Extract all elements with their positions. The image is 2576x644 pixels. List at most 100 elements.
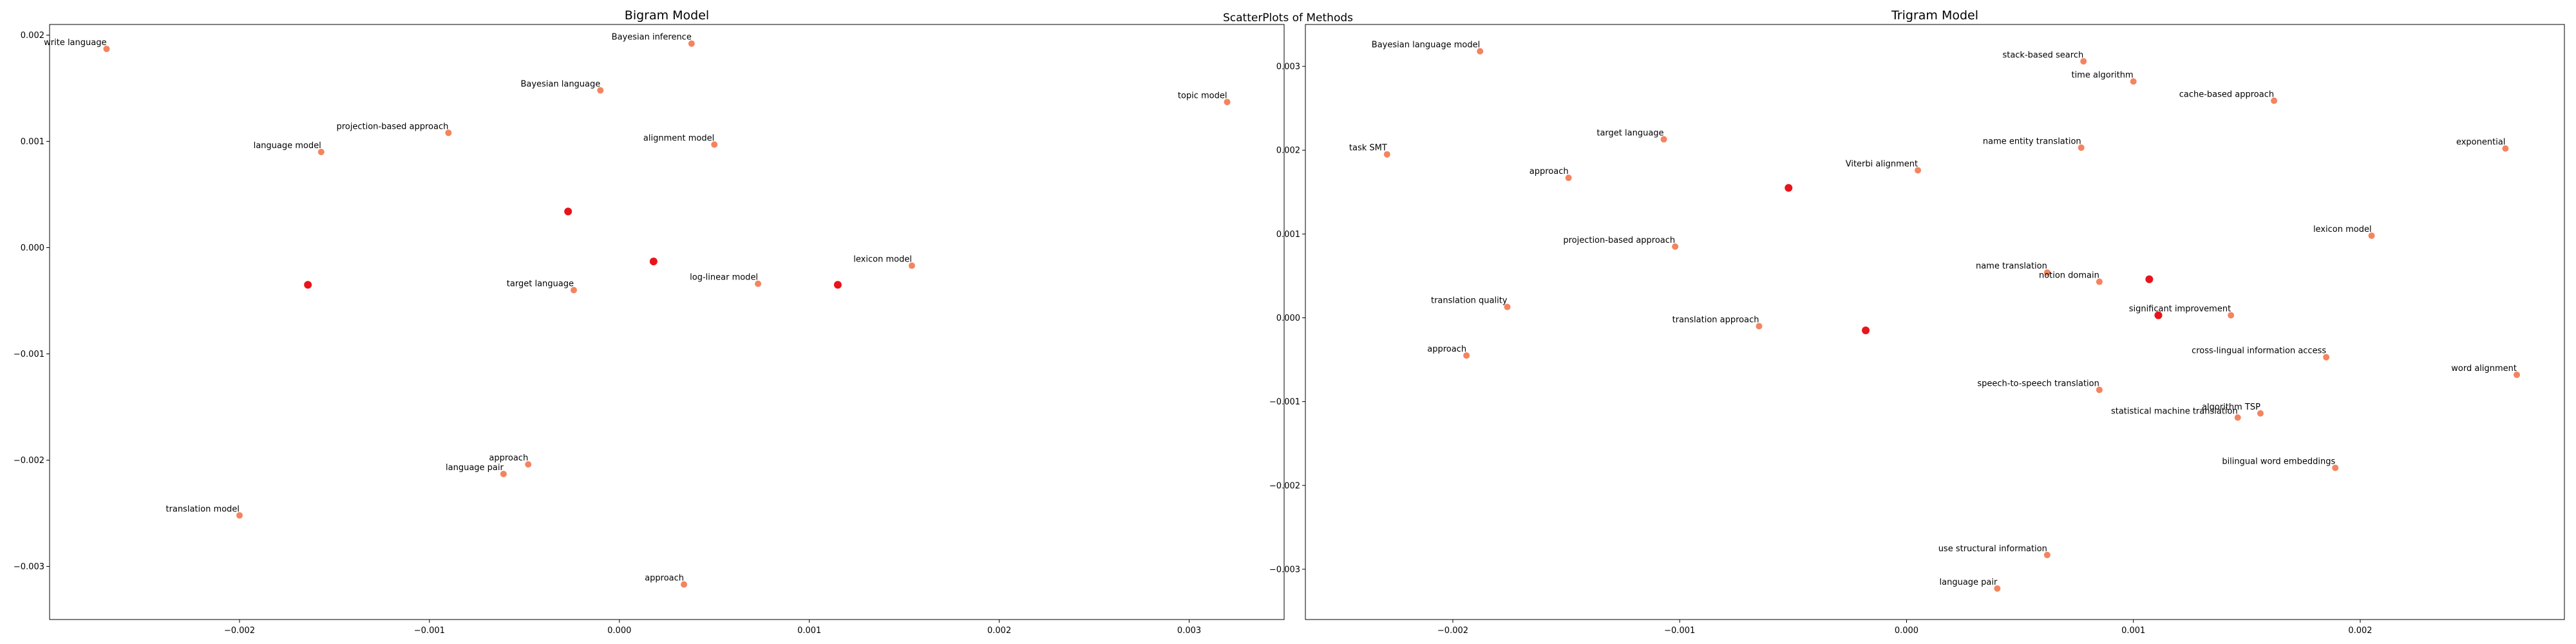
trigram-point-label: stack-based search bbox=[2002, 50, 2083, 60]
trigram-point bbox=[2323, 354, 2330, 361]
bigram-point-label: alignment model bbox=[643, 133, 714, 143]
figure-suptitle: ScatterPlots of Methods bbox=[1223, 12, 1353, 24]
bigram-point bbox=[755, 280, 762, 287]
trigram-point-label: name entity translation bbox=[1983, 137, 2081, 146]
bigram-point bbox=[500, 470, 507, 477]
bigram-ytick-label: −0.001 bbox=[14, 350, 44, 359]
bigram-xtick-label: 0.000 bbox=[607, 626, 631, 636]
trigram-point bbox=[2271, 97, 2278, 104]
bigram-point bbox=[236, 512, 243, 519]
trigram-point-label: approach bbox=[1530, 167, 1569, 176]
bigram-point bbox=[317, 149, 325, 155]
trigram-point-label: significant improvement bbox=[2129, 305, 2231, 314]
bigram-point bbox=[1224, 99, 1231, 106]
bigram-point-label: target language bbox=[507, 279, 574, 289]
bigram-centroid bbox=[833, 281, 842, 289]
trigram-point-label: Viterbi alignment bbox=[1846, 159, 1918, 169]
bigram-point bbox=[711, 141, 718, 148]
trigram-xtick-label: 0.002 bbox=[2348, 626, 2372, 636]
trigram-point-label: target language bbox=[1596, 128, 1663, 138]
trigram-centroid bbox=[1862, 327, 1870, 335]
trigram-point-label: speech-to-speech translation bbox=[1977, 379, 2099, 388]
bigram-ytick-label: 0.002 bbox=[21, 31, 44, 41]
trigram-panel: Trigram Model −0.002 −0.001 0.000 0.001 0.002… bbox=[1269, 8, 2565, 636]
bigram-xtick-label: −0.002 bbox=[224, 626, 255, 636]
trigram-ytick-label: −0.001 bbox=[1269, 397, 1300, 407]
trigram-point-label: exponential bbox=[2456, 138, 2505, 147]
bigram-centroid bbox=[649, 257, 658, 265]
trigram-point-label: name translation bbox=[1976, 261, 2047, 271]
bigram-xtick-label: −0.001 bbox=[414, 626, 445, 636]
trigram-point bbox=[1672, 243, 1679, 250]
trigram-xtick-label: −0.002 bbox=[1437, 626, 1468, 636]
trigram-ytick-label: 0.003 bbox=[1276, 62, 1300, 72]
trigram-centroid bbox=[2145, 275, 2154, 283]
trigram-point bbox=[2130, 78, 2137, 85]
trigram-point bbox=[2234, 414, 2241, 421]
trigram-point-label: algorithm TSP bbox=[2202, 402, 2260, 412]
bigram-point bbox=[103, 45, 110, 52]
bigram-centroid bbox=[304, 281, 312, 289]
trigram-point-label: cross-lingual information access bbox=[2192, 346, 2326, 356]
trigram-point bbox=[1565, 175, 1572, 182]
bigram-title: Bigram Model bbox=[625, 8, 709, 23]
bigram-xtick-label: 0.002 bbox=[987, 626, 1011, 636]
bigram-point bbox=[525, 461, 532, 468]
bigram-point-label: lexicon model bbox=[853, 255, 912, 265]
trigram-xtick-label: −0.001 bbox=[1664, 626, 1695, 636]
trigram-point bbox=[1463, 352, 1470, 359]
trigram-ytick-label: 0.001 bbox=[1276, 230, 1300, 240]
bigram-point-label: topic model bbox=[1178, 91, 1227, 100]
trigram-point-label: statistical machine translation bbox=[2111, 406, 2238, 416]
trigram-point-label: language pair bbox=[1940, 578, 1998, 587]
bigram-ytick-label: −0.003 bbox=[14, 562, 44, 572]
bigram-point-label: translation model bbox=[166, 504, 240, 514]
trigram-axes-frame bbox=[1305, 24, 2565, 620]
trigram-point-label: translation quality bbox=[1431, 296, 1508, 306]
trigram-point bbox=[1504, 303, 1511, 310]
bigram-ytick-label: 0.001 bbox=[21, 137, 44, 147]
trigram-point bbox=[2502, 145, 2509, 152]
trigram-point-label: task SMT bbox=[1349, 144, 1387, 153]
trigram-title: Trigram Model bbox=[1891, 8, 1978, 23]
bigram-panel: Bigram Model −0.002 −0.001 0.000 0.001 0.002 0… bbox=[14, 8, 1285, 636]
trigram-point-label: lexicon model bbox=[2313, 225, 2372, 234]
bigram-point-label: log-linear model bbox=[690, 273, 758, 283]
bigram-point bbox=[908, 262, 915, 269]
trigram-ytick-label: 0.000 bbox=[1276, 314, 1300, 323]
bigram-point-label: Bayesian language bbox=[520, 79, 600, 89]
trigram-point bbox=[2368, 232, 2375, 239]
trigram-point bbox=[2043, 551, 2050, 558]
trigram-centroid bbox=[2154, 311, 2163, 319]
trigram-point bbox=[2514, 371, 2521, 378]
trigram-point bbox=[1477, 48, 1484, 55]
trigram-ytick-label: −0.002 bbox=[1269, 481, 1300, 491]
trigram-point bbox=[2096, 278, 2103, 285]
bigram-xtick-label: 0.003 bbox=[1177, 626, 1201, 636]
trigram-point-label: use structural information bbox=[1938, 544, 2047, 554]
bigram-point-label: write language bbox=[44, 38, 106, 48]
trigram-centroid bbox=[1785, 184, 1793, 192]
trigram-point bbox=[1756, 323, 1763, 330]
bigram-ytick-label: 0.000 bbox=[21, 243, 44, 253]
bigram-point-label: Bayesian inference bbox=[612, 33, 692, 43]
bigram-point bbox=[688, 40, 695, 47]
trigram-point bbox=[2257, 410, 2264, 417]
trigram-ytick-label: −0.003 bbox=[1269, 565, 1300, 574]
trigram-point-label: word alignment bbox=[2451, 364, 2517, 374]
trigram-point bbox=[1660, 136, 1667, 143]
bigram-centroid bbox=[564, 207, 573, 216]
bigram-point bbox=[570, 287, 577, 294]
trigram-xtick-label: 0.001 bbox=[2121, 626, 2145, 636]
trigram-point-label: cache-based approach bbox=[2179, 90, 2274, 99]
trigram-point-label: Bayesian language model bbox=[1372, 41, 1480, 50]
trigram-point-label: notion domain bbox=[2039, 271, 2099, 281]
trigram-point bbox=[2078, 144, 2085, 151]
trigram-point bbox=[2332, 464, 2339, 471]
bigram-point-label: approach bbox=[645, 574, 684, 583]
bigram-point bbox=[681, 581, 688, 588]
trigram-point-label: bilingual word embeddings bbox=[2222, 457, 2335, 466]
bigram-point-label: projection-based approach bbox=[337, 122, 449, 131]
trigram-xtick-label: 0.000 bbox=[1895, 626, 1918, 636]
